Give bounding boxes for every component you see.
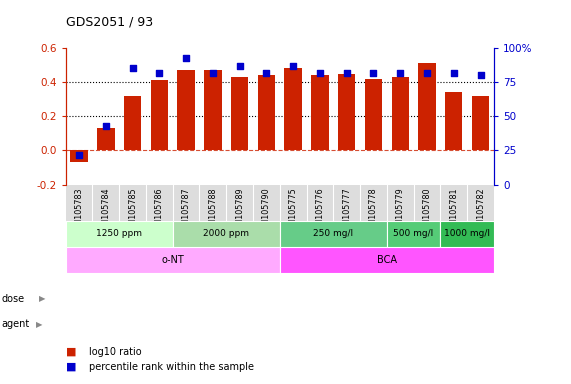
Point [369,70,378,76]
Bar [66,247,280,273]
Text: GSM105784: GSM105784 [101,187,110,236]
Text: GSM105776: GSM105776 [315,187,324,236]
Text: GDS2051 / 93: GDS2051 / 93 [66,16,153,29]
Point [101,123,110,129]
Point [396,70,405,76]
Bar [440,221,494,247]
Text: BCA: BCA [377,255,397,265]
Bar [280,247,494,273]
Bar [365,79,382,151]
Text: ■: ■ [66,347,76,357]
Text: GSM105787: GSM105787 [182,187,191,236]
Point [288,63,297,69]
Text: log10 ratio: log10 ratio [89,347,141,357]
Point [208,70,218,76]
Text: GSM105777: GSM105777 [342,187,351,236]
Bar [280,221,387,247]
Text: GSM105790: GSM105790 [262,187,271,236]
Text: GSM105788: GSM105788 [208,187,218,236]
Text: dose: dose [1,294,24,304]
Text: o-NT: o-NT [162,255,184,265]
Bar [66,221,173,247]
Point [449,70,459,76]
Text: GSM105780: GSM105780 [423,187,432,236]
Text: GSM105785: GSM105785 [128,187,137,236]
Text: 500 mg/l: 500 mg/l [393,229,434,238]
Text: 250 mg/l: 250 mg/l [313,229,353,238]
Bar [392,77,409,151]
Point [74,151,83,157]
Text: GSM105783: GSM105783 [75,187,83,236]
Bar [387,221,440,247]
Text: 1000 mg/l: 1000 mg/l [444,229,490,238]
Text: ▶: ▶ [39,294,45,303]
Bar [445,93,463,151]
Text: GSM105786: GSM105786 [155,187,164,236]
Point [182,55,191,61]
Bar [472,96,489,151]
Point [128,65,137,71]
Text: ■: ■ [66,362,76,372]
Bar [258,75,275,151]
Point [423,70,432,76]
Point [262,70,271,76]
Bar [231,77,248,151]
Text: 2000 ppm: 2000 ppm [203,229,250,238]
Text: percentile rank within the sample: percentile rank within the sample [89,362,254,372]
Bar [151,80,168,151]
Point [155,70,164,76]
Bar [70,151,88,162]
Bar [124,96,141,151]
Bar [97,128,115,151]
Text: GSM105779: GSM105779 [396,187,405,236]
Point [235,63,244,69]
Text: agent: agent [1,319,29,329]
Point [342,70,351,76]
Text: GSM105781: GSM105781 [449,187,459,236]
Bar [178,70,195,151]
Bar [419,63,436,151]
Text: 1250 ppm: 1250 ppm [96,229,142,238]
Bar [284,68,302,151]
Point [315,70,324,76]
Bar [173,221,280,247]
Bar [311,75,329,151]
Text: GSM105775: GSM105775 [289,187,297,236]
Text: ▶: ▶ [36,319,42,329]
Text: GSM105789: GSM105789 [235,187,244,236]
Bar [338,74,355,151]
Text: GSM105778: GSM105778 [369,187,378,236]
Text: GSM105782: GSM105782 [476,187,485,236]
Point [476,72,485,78]
Bar [204,70,222,151]
